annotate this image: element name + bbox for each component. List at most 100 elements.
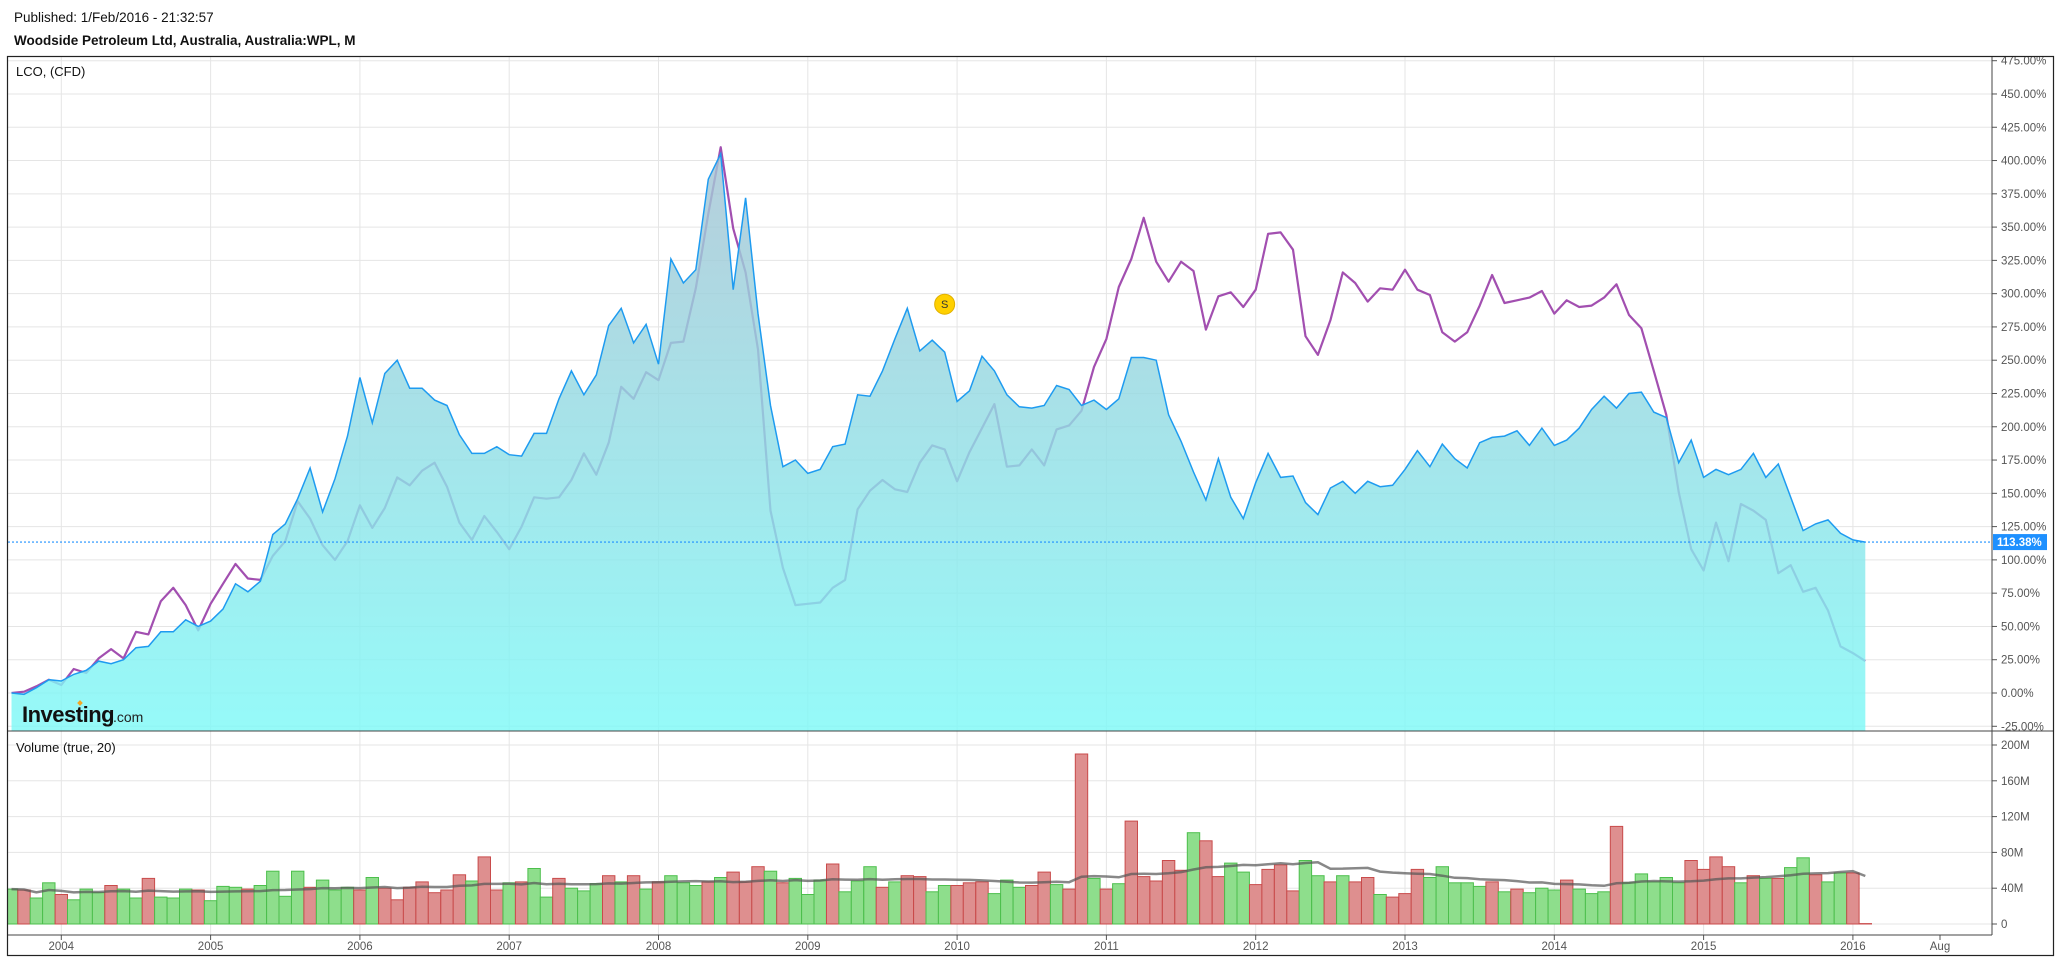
volume-bar-up <box>527 868 541 925</box>
price-panel: S <box>11 146 1866 731</box>
last-value-label: 113.38% <box>1997 537 2042 549</box>
volume-bar-up <box>1547 889 1561 925</box>
volume-bar-down <box>17 889 31 925</box>
volume-bar-down <box>1074 753 1089 925</box>
volume-bar-up <box>1448 882 1462 925</box>
volume-bar-up <box>1012 886 1026 925</box>
volume-bar-down <box>1560 879 1574 925</box>
volume-bar-up <box>987 893 1002 925</box>
volume-bar-down <box>241 888 255 925</box>
volume-bar-down <box>1846 872 1860 925</box>
volume-bar-down <box>900 875 914 925</box>
x-tick-label: 2016 <box>1840 941 1866 953</box>
volume-bar-up <box>689 885 703 925</box>
price-tick-label: 300.00% <box>2001 289 2046 301</box>
volume-bar-up <box>1759 877 1773 925</box>
price-tick-label: 125.00% <box>2001 522 2046 534</box>
event-marker[interactable] <box>934 293 956 315</box>
volume-bar-down <box>1249 884 1263 925</box>
price-tick-label: 0.00% <box>2001 688 2034 700</box>
volume-tick-label: 160M <box>2001 776 2030 788</box>
volume-bar-up <box>1597 891 1611 925</box>
volume-bar-up <box>1622 882 1636 925</box>
volume-bar-up <box>315 879 330 925</box>
volume-bar-up <box>116 888 131 925</box>
volume-bar-down <box>1361 877 1375 925</box>
x-tick-label: 2005 <box>198 941 224 953</box>
price-tick-label: 475.00% <box>2001 56 2046 68</box>
x-tick-label: 2013 <box>1392 941 1418 953</box>
volume-bar-up <box>1472 885 1487 925</box>
volume-bar-up <box>1796 857 1810 925</box>
volume-bar-down <box>402 886 417 925</box>
volume-bar-down <box>1684 860 1698 925</box>
volume-bar-down <box>1746 875 1760 925</box>
volume-bar-up <box>577 890 591 925</box>
volume-bar-up <box>888 881 902 925</box>
price-tick-label: 275.00% <box>2001 322 2046 334</box>
volume-bar-up <box>1833 872 1848 925</box>
volume-bar-down <box>1771 877 1785 925</box>
chart-frame <box>6 55 2055 957</box>
volume-bar-up <box>1460 882 1474 925</box>
volume-tick-label: 120M <box>2001 812 2030 824</box>
volume-bar-down <box>1174 869 1188 925</box>
volume-bar-down <box>701 881 715 925</box>
volume-bar-down <box>1410 868 1425 925</box>
volume-bar-up <box>203 900 218 925</box>
volume-bar-down <box>1609 825 1624 925</box>
price-tick-label: 75.00% <box>2001 588 2040 600</box>
volume-tick-label: 200M <box>2001 740 2030 752</box>
volume-bar-up <box>937 885 952 925</box>
volume-bar-down <box>303 886 317 925</box>
volume-bar-up <box>614 881 628 925</box>
price-tick-label: 225.00% <box>2001 388 2046 400</box>
price-tick-label: 425.00% <box>2001 122 2046 134</box>
volume-bar-up <box>79 888 93 925</box>
volume-bar-down <box>1696 868 1711 925</box>
volume-bar-down <box>1273 864 1288 925</box>
volume-bar-down <box>1137 876 1151 925</box>
published-timestamp: Published: 1/Feb/2016 - 21:32:57 <box>14 10 214 25</box>
volume-bar-up <box>850 880 865 925</box>
price-tick-label: 175.00% <box>2001 455 2046 467</box>
price-tick-label: 150.00% <box>2001 488 2046 500</box>
volume-panel-label: Volume (true, 20) <box>16 740 116 755</box>
x-tick-label: Aug <box>1930 941 1950 953</box>
volume-bar-down <box>1348 881 1362 925</box>
logo-text: Investing <box>22 702 114 727</box>
volume-bar-up <box>154 896 168 925</box>
volume-panel <box>8 753 1872 925</box>
volume-bar-down <box>514 881 529 925</box>
chart-title: Woodside Petroleum Ltd, Australia, Austr… <box>14 33 356 48</box>
volume-bar-up <box>1659 877 1673 925</box>
volume-bar-up <box>714 877 728 925</box>
logo-dot-icon <box>77 700 83 706</box>
volume-bar-down <box>1124 820 1138 925</box>
price-tick-label: 250.00% <box>2001 355 2046 367</box>
volume-bar-down <box>962 882 977 925</box>
volume-bar-down <box>353 889 367 925</box>
volume-bar-down <box>54 894 68 925</box>
price-tick-label: 50.00% <box>2001 621 2040 633</box>
price-tick-label: 350.00% <box>2001 222 2046 234</box>
volume-bar-up <box>1584 893 1599 925</box>
volume-bar-down <box>452 874 467 925</box>
volume-bar-up <box>1186 832 1201 925</box>
volume-bar-down <box>913 876 927 925</box>
volume-bar-down <box>751 866 765 925</box>
last-value-badge <box>1993 534 2047 551</box>
volume-bar-up <box>328 889 342 925</box>
price-tick-label: 25.00% <box>2001 655 2040 667</box>
volume-bar-down <box>826 863 840 925</box>
volume-bar-down <box>1261 868 1275 925</box>
volume-bar-up <box>788 877 802 925</box>
price-tick-label: 450.00% <box>2001 89 2046 101</box>
volume-bar-up <box>228 886 243 925</box>
volume-bar-up <box>67 899 81 925</box>
volume-bar-down <box>191 889 205 925</box>
volume-bar-up <box>1224 862 1238 925</box>
price-tick-label: 325.00% <box>2001 255 2046 267</box>
volume-bar-down <box>141 877 156 925</box>
volume-bar-up <box>1236 871 1250 925</box>
